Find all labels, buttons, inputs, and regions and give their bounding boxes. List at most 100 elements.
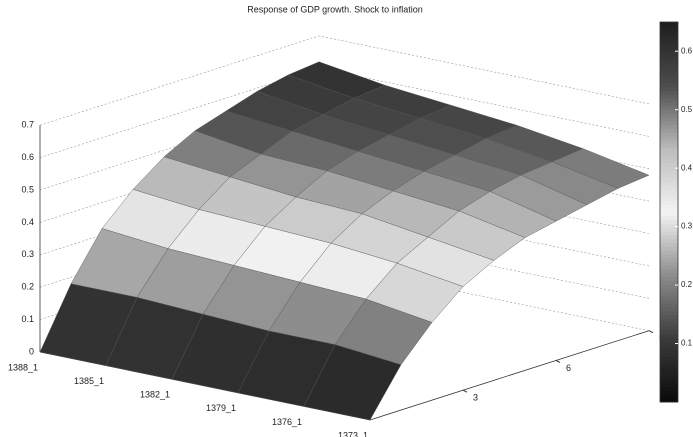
colorbar-step [660, 379, 678, 384]
colorbar-step [660, 223, 678, 228]
colorbar-step [660, 238, 678, 243]
x-tick-label: 1373_1 [338, 430, 368, 437]
colorbar-step [660, 310, 678, 316]
colorbar-step [660, 390, 678, 395]
colorbar-step [660, 367, 678, 373]
colorbar-step [660, 117, 678, 122]
colorbar-step [660, 147, 678, 152]
colorbar-step [660, 394, 678, 399]
colorbar-step [660, 196, 678, 202]
colorbar-step [660, 215, 678, 221]
x-tick-label: 1388_1 [8, 362, 38, 372]
colorbar-step [660, 90, 678, 95]
y-tick-label: 3 [473, 393, 478, 403]
colorbar-step [660, 246, 678, 251]
tick-mark [648, 330, 654, 334]
colorbar-step [660, 105, 678, 110]
colorbar-step [660, 204, 678, 209]
z-tick-label: 0.5 [21, 184, 34, 194]
colorbar-step [660, 82, 678, 88]
z-tick-label: 0 [29, 346, 34, 356]
colorbar-step [660, 124, 678, 129]
colorbar-step [660, 189, 678, 194]
colorbar-step [660, 44, 678, 50]
colorbar-step [660, 155, 678, 160]
colorbar-tick-label: 0.6 [681, 46, 693, 55]
colorbar-step [660, 303, 678, 308]
colorbar-step [660, 341, 678, 346]
colorbar-step [660, 284, 678, 289]
colorbar-step [660, 101, 678, 107]
colorbar-step [660, 212, 678, 217]
colorbar-step [660, 227, 678, 232]
colorbar-step [660, 37, 678, 42]
colorbar-step [660, 265, 678, 270]
colorbar-step [660, 329, 678, 335]
colorbar-step [660, 151, 678, 156]
z-tick-label: 0.6 [21, 152, 34, 162]
colorbar-step [660, 177, 678, 183]
tick-mark [462, 389, 468, 393]
surface-patch [303, 344, 402, 421]
colorbar-step [660, 29, 678, 34]
z-tick-label: 0.2 [21, 282, 34, 292]
colorbar-step [660, 22, 678, 27]
colorbar-step [660, 386, 678, 392]
colorbar-step [660, 60, 678, 65]
colorbar-step [660, 67, 678, 72]
colorbar-step [660, 291, 678, 297]
x-tick-label: 1376_1 [272, 417, 302, 427]
colorbar-step [660, 383, 678, 388]
colorbar-step [660, 364, 678, 369]
colorbar-step [660, 333, 678, 338]
colorbar-step [660, 398, 678, 403]
colorbar-frame [659, 21, 679, 403]
colorbar-step [660, 170, 678, 175]
colorbar-step [660, 322, 678, 327]
colorbar-step [660, 75, 678, 80]
colorbar-step [660, 136, 678, 141]
colorbar-step [660, 219, 678, 224]
colorbar-tick-label: 0.4 [681, 163, 693, 172]
colorbar-step [660, 208, 678, 213]
chart-title: Response of GDP growth. Shock to inflati… [247, 4, 422, 14]
colorbar-step [660, 25, 678, 31]
tick-mark [555, 360, 561, 363]
colorbar-tick-label: 0.3 [681, 222, 693, 231]
colorbar-step [660, 360, 678, 365]
colorbar-step [660, 280, 678, 285]
colorbar-step [660, 128, 678, 133]
colorbar-step [660, 63, 678, 69]
colorbar-tick-label: 0.5 [681, 105, 693, 114]
colorbar-step [660, 166, 678, 171]
grid-line [39, 35, 650, 126]
colorbar-step [660, 337, 678, 342]
colorbar-step [660, 56, 678, 61]
colorbar-step [660, 307, 678, 312]
colorbar-step [660, 348, 678, 354]
colorbar-step [660, 276, 678, 281]
colorbar-step [660, 181, 678, 186]
colorbar-step [660, 253, 678, 259]
z-tick-label: 0.3 [21, 249, 34, 259]
colorbar-step [660, 269, 678, 274]
colorbar-step [660, 356, 678, 361]
z-tick-label: 0.1 [21, 314, 34, 324]
colorbar-step [660, 174, 678, 179]
colorbar-step [660, 231, 678, 236]
colorbar-step [660, 326, 678, 331]
colorbar-step [660, 318, 678, 323]
colorbar-step [660, 295, 678, 300]
colorbar-step [660, 257, 678, 262]
colorbar-step [660, 109, 678, 114]
colorbar-step [660, 94, 678, 99]
colorbar-step [660, 371, 678, 376]
colorbar-step [660, 48, 678, 53]
y-tick-label: 6 [566, 363, 571, 373]
z-tick-label: 0.4 [21, 217, 34, 227]
colorbar-step [660, 261, 678, 266]
colorbar-step [660, 375, 678, 380]
colorbar-step [660, 158, 678, 164]
colorbar-tick-label: 0.1 [681, 339, 693, 348]
